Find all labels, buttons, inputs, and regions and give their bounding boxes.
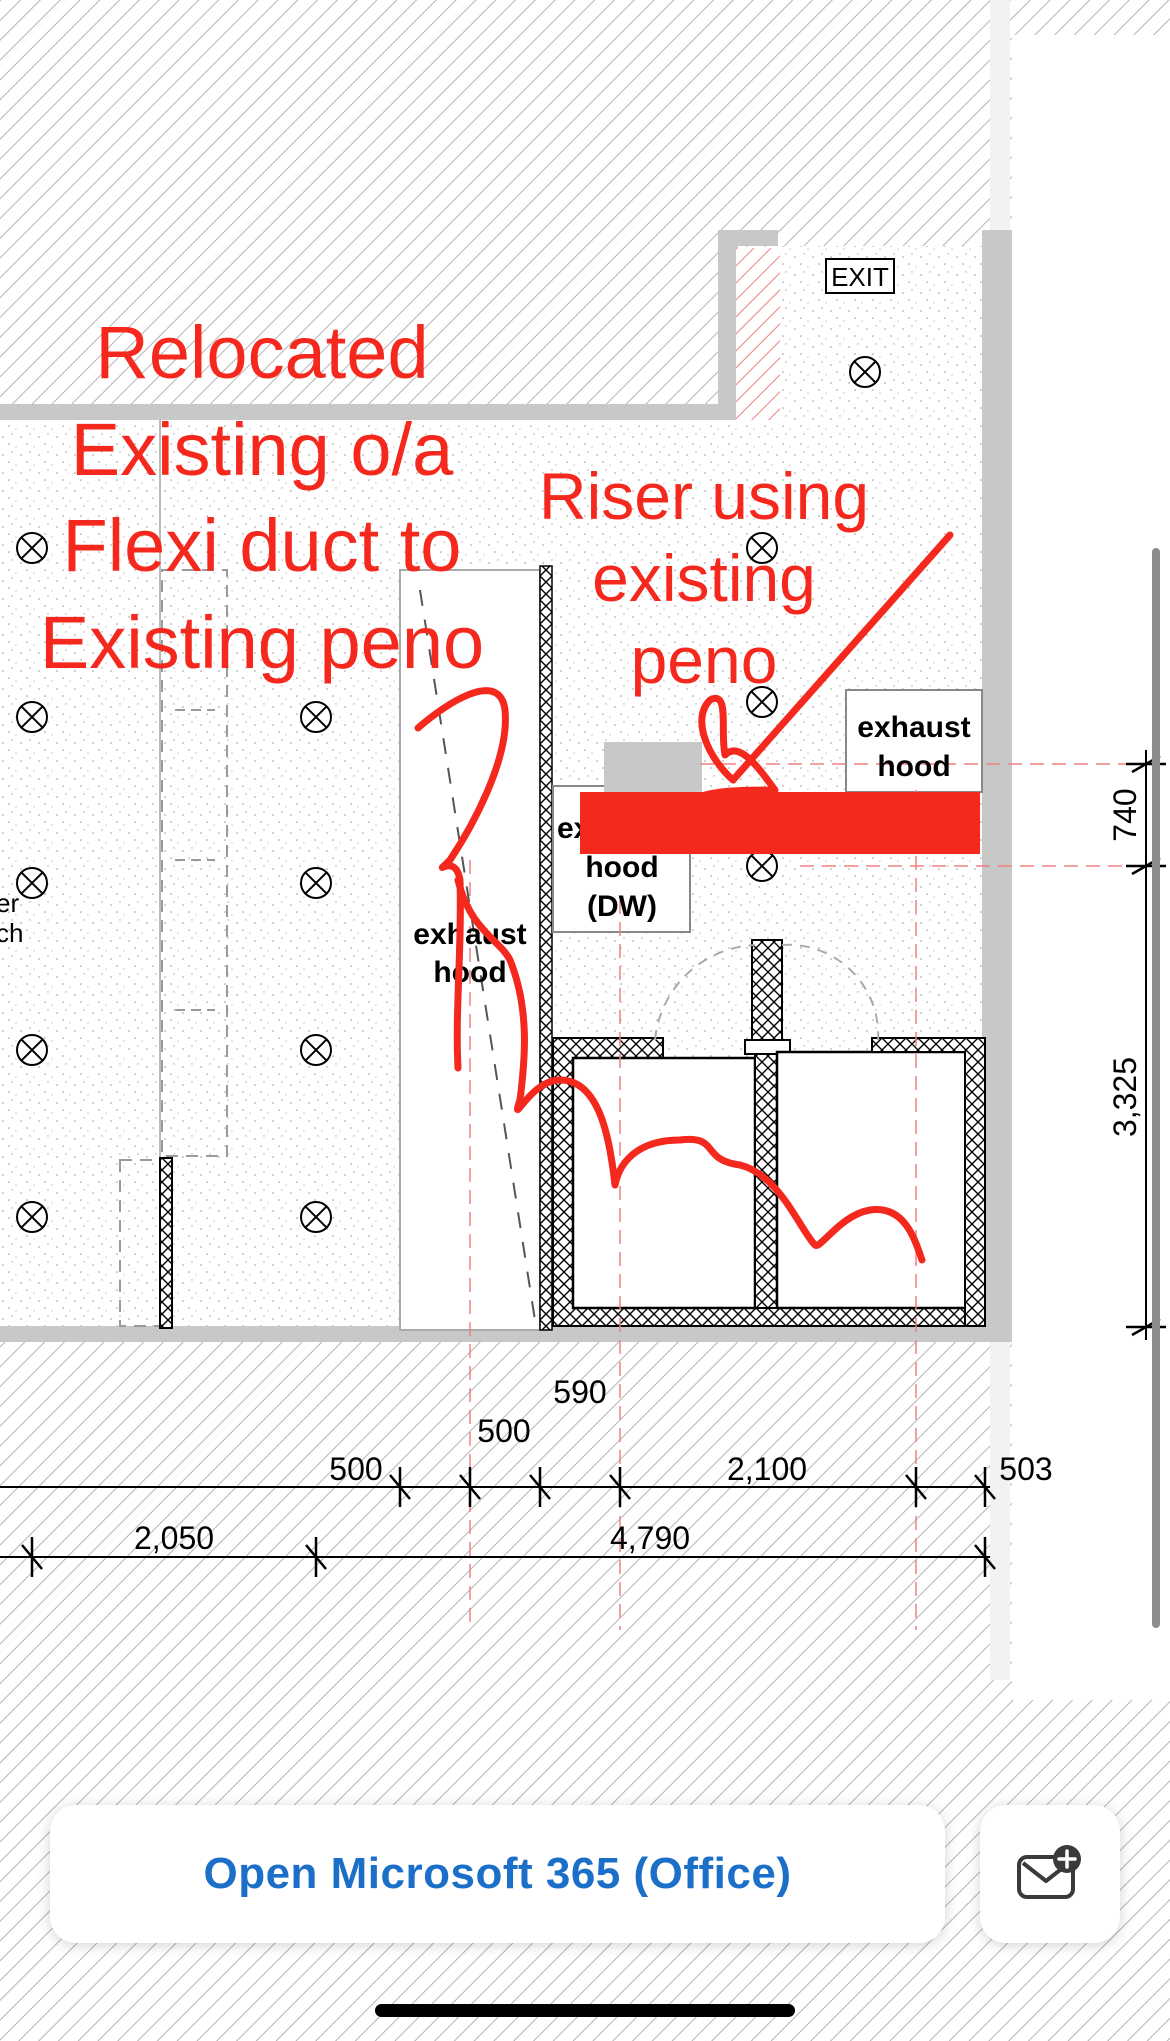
label-hood-left-2: hood	[433, 956, 506, 989]
open-microsoft-365-button[interactable]: Open Microsoft 365 (Office)	[50, 1805, 945, 1943]
open-microsoft-365-label: Open Microsoft 365 (Office)	[203, 1849, 792, 1898]
dim-500-lower: 500	[329, 1451, 382, 1487]
note1-line2: Existing o/a	[71, 408, 454, 491]
label-hood-right-1: exhaust	[857, 711, 970, 744]
note2-line1: Riser using	[539, 459, 869, 533]
note1-line3: Flexi duct to	[63, 504, 462, 587]
mail-add-icon	[1017, 1845, 1081, 1899]
note1-line4: Existing peno	[40, 601, 484, 684]
dim-2050: 2,050	[134, 1520, 214, 1556]
label-hood-dw-3: (DW)	[587, 890, 657, 923]
dim-4790: 4,790	[610, 1520, 690, 1556]
exit-sign: EXIT	[831, 262, 889, 292]
dim-3325: 3,325	[1107, 1057, 1143, 1137]
label-hood-left-1: exhaust	[413, 918, 526, 951]
scroll-indicator[interactable]	[1152, 548, 1160, 1628]
dim-740: 740	[1107, 788, 1143, 841]
note1-line1: Relocated	[95, 311, 428, 394]
home-indicator	[375, 2004, 795, 2017]
label-hood-right-2: hood	[877, 750, 950, 783]
mail-add-button[interactable]	[980, 1805, 1120, 1943]
dim-590: 590	[553, 1374, 606, 1410]
dim-500-upper: 500	[477, 1413, 530, 1449]
note2-line3: peno	[631, 623, 778, 697]
dim-2100: 2,100	[727, 1451, 807, 1487]
label-partial-1: er	[0, 888, 19, 918]
dim-503: 503	[999, 1451, 1052, 1487]
label-partial-2: ch	[0, 918, 23, 948]
label-hood-dw-2: hood	[585, 851, 658, 884]
note2-line2: existing	[592, 541, 816, 615]
